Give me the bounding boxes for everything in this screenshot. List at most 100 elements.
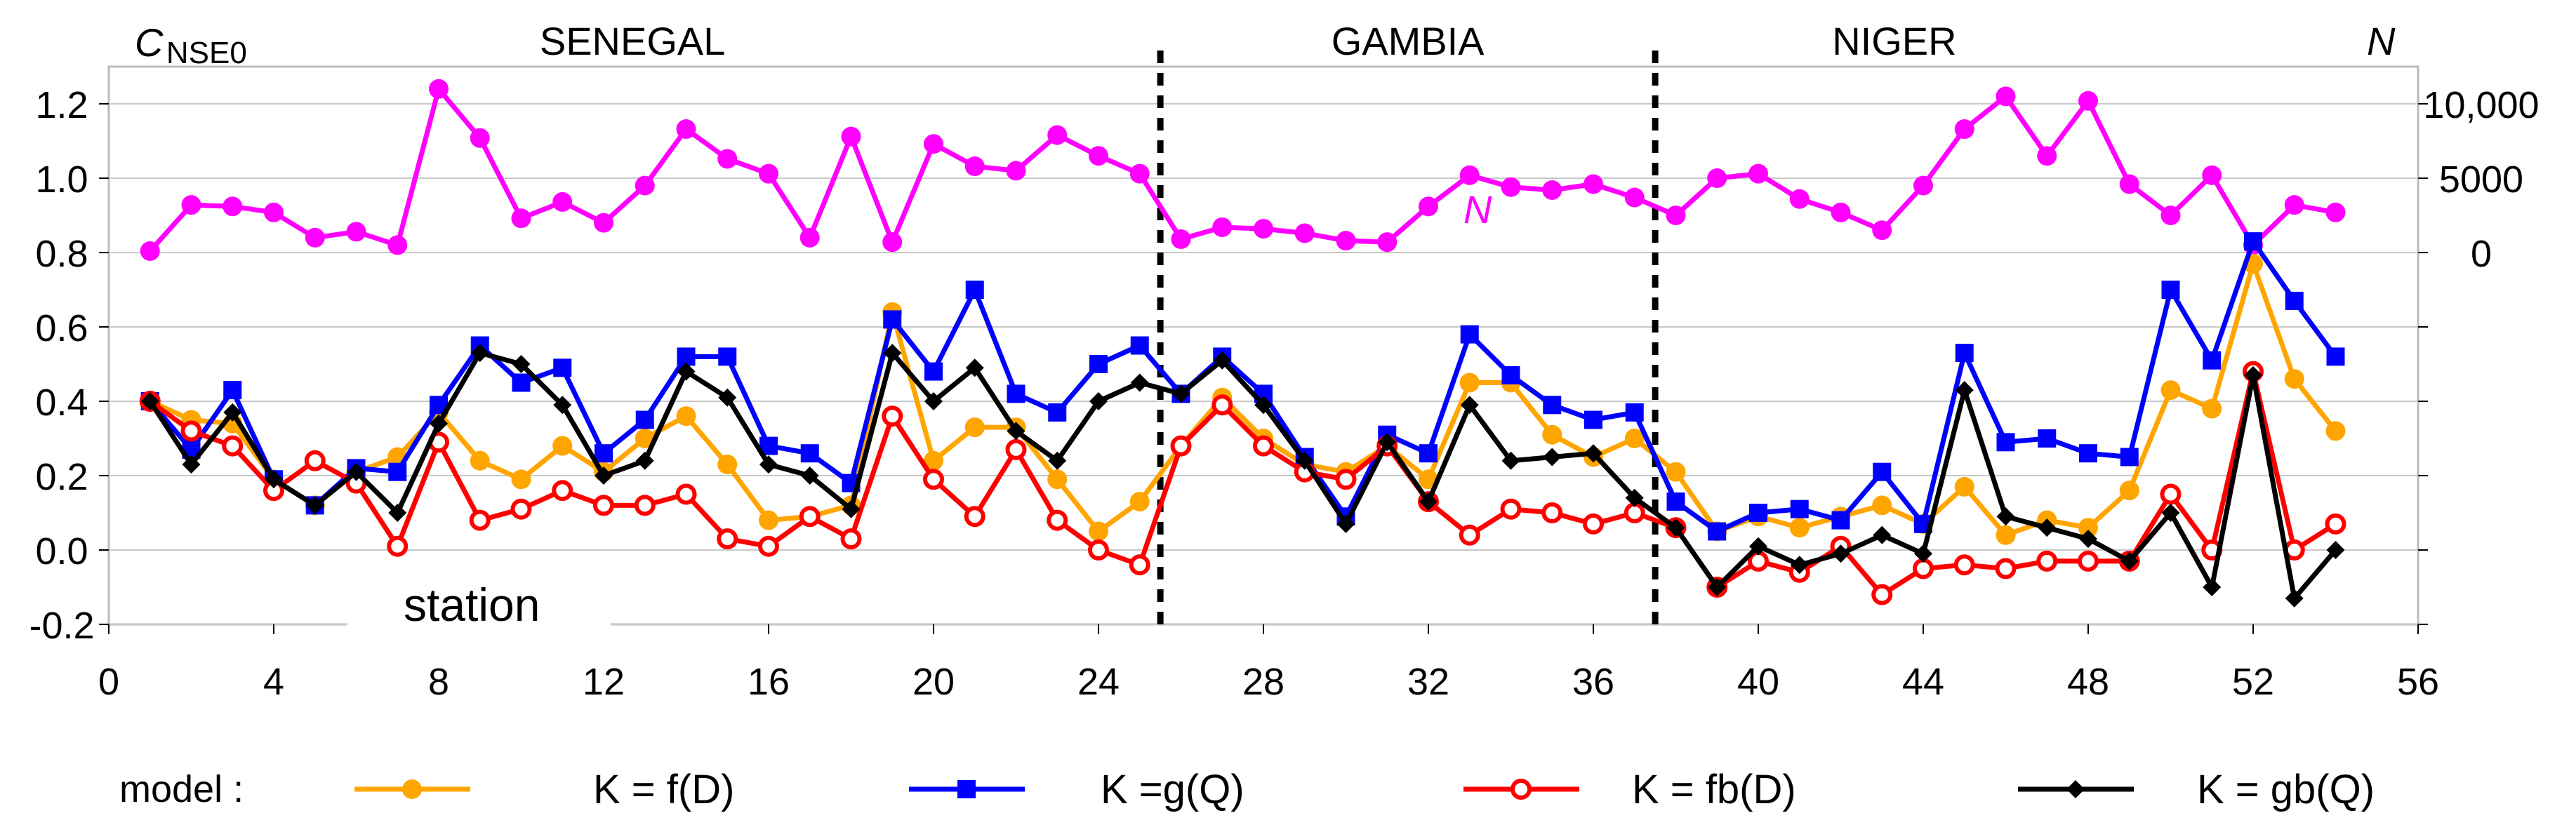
x-tick-label: 48 bbox=[2067, 661, 2109, 703]
data-point-k-g-q bbox=[1501, 365, 1520, 384]
x-tick-label: 20 bbox=[912, 661, 955, 703]
data-point-k-gb-q bbox=[800, 467, 819, 485]
x-tick-label: 16 bbox=[748, 661, 790, 703]
y-tick-label: 0.0 bbox=[35, 530, 88, 572]
data-point-k-g-q bbox=[883, 310, 902, 329]
data-point-k-fb-d bbox=[1211, 394, 1233, 416]
data-point-k-g-q bbox=[1584, 410, 1602, 429]
data-point-k-g-q bbox=[1048, 403, 1067, 422]
regions: SENEGAL GAMBIA NIGER bbox=[540, 19, 1957, 63]
data-point-k-g-q bbox=[595, 444, 613, 463]
data-point-k-gb-q bbox=[635, 451, 654, 470]
data-point-k-fb-d bbox=[1253, 435, 1274, 457]
data-point-k-f-d bbox=[2119, 481, 2139, 501]
data-point-k-g-q bbox=[1708, 522, 1727, 541]
y2-axis-label: N bbox=[2367, 19, 2396, 63]
data-point-n bbox=[1129, 163, 1150, 184]
series-group bbox=[139, 79, 2346, 608]
data-point-k-g-q bbox=[2161, 281, 2180, 299]
x-tick-label: 0 bbox=[98, 661, 119, 703]
data-point-k-gb-q bbox=[1007, 422, 1025, 441]
data-point-k-f-d bbox=[2160, 380, 2181, 401]
data-point-k-fb-d bbox=[634, 495, 656, 516]
data-point-k-fb-d bbox=[1335, 469, 1357, 490]
data-point-k-gb-q bbox=[430, 414, 448, 433]
x-tick-label: 36 bbox=[1572, 661, 1614, 703]
data-point-k-gb-q bbox=[2285, 589, 2304, 608]
data-point-k-gb-q bbox=[1625, 488, 1644, 507]
data-point-k-gb-q bbox=[265, 470, 283, 489]
data-point-k-g-q bbox=[1625, 403, 1644, 422]
data-point-k-g-q bbox=[965, 281, 984, 299]
data-point-k-gb-q bbox=[140, 392, 159, 410]
data-point-k-fb-d bbox=[1170, 435, 1192, 457]
data-point-k-gb-q bbox=[1336, 514, 1355, 533]
data-point-k-f-d bbox=[1089, 521, 1108, 542]
data-point-n bbox=[1459, 165, 1480, 185]
legend-label-k-fb-d: K = fb(D) bbox=[1632, 767, 1796, 812]
data-point-k-f-d bbox=[1872, 495, 1892, 516]
data-point-k-fb-d bbox=[1953, 554, 1975, 576]
data-point-n bbox=[717, 149, 738, 169]
data-point-k-g-q bbox=[718, 347, 737, 366]
data-point-k-fb-d bbox=[510, 498, 532, 520]
y-tick-label: -0.2 bbox=[29, 605, 94, 647]
data-point-k-gb-q bbox=[965, 358, 984, 377]
data-point-n bbox=[1789, 189, 1810, 209]
x-tick-label: 56 bbox=[2397, 661, 2439, 703]
data-point-k-f-d bbox=[1666, 462, 1686, 482]
data-point-k-g-q bbox=[2079, 444, 2097, 463]
data-point-k-f-d bbox=[552, 436, 573, 456]
data-point-k-f-d bbox=[1789, 518, 1810, 538]
data-point-n bbox=[181, 195, 201, 215]
data-point-k-f-d bbox=[1996, 525, 2016, 545]
data-point-k-fb-d bbox=[675, 483, 697, 505]
data-point-k-g-q bbox=[1460, 325, 1479, 344]
data-point-n bbox=[223, 196, 243, 217]
data-point-n bbox=[841, 126, 861, 147]
data-point-n bbox=[1336, 231, 1356, 251]
x-tick-label: 28 bbox=[1242, 661, 1284, 703]
data-point-k-gb-q bbox=[223, 403, 242, 422]
x-tick-label: 44 bbox=[1902, 661, 1944, 703]
data-point-k-f-d bbox=[1624, 429, 1645, 448]
data-point-n bbox=[1666, 206, 1686, 225]
data-point-k-f-d bbox=[1047, 469, 1068, 490]
data-point-k-fb-d bbox=[1129, 554, 1150, 576]
data-point-k-fb-d bbox=[387, 535, 409, 557]
legend-marker-k-f-d bbox=[402, 779, 422, 799]
data-point-k-f-d bbox=[717, 455, 738, 475]
data-point-n bbox=[635, 175, 655, 196]
y-axis-label-main: C bbox=[135, 20, 164, 65]
data-point-k-fb-d bbox=[304, 450, 326, 471]
data-point-k-fb-d bbox=[1583, 513, 1604, 535]
data-point-n bbox=[2037, 146, 2057, 166]
data-point-k-fb-d bbox=[552, 480, 573, 502]
data-point-k-gb-q bbox=[883, 344, 902, 363]
series-k-fb-d bbox=[139, 361, 2346, 605]
data-point-n bbox=[1831, 202, 1851, 222]
data-point-k-fb-d bbox=[2036, 550, 2058, 572]
data-point-k-g-q bbox=[1790, 499, 1809, 518]
data-point-k-gb-q bbox=[2038, 518, 2057, 537]
data-point-k-gb-q bbox=[1831, 544, 1850, 563]
data-point-k-gb-q bbox=[1378, 433, 1397, 452]
x-tick-label: 40 bbox=[1737, 661, 1779, 703]
data-point-k-g-q bbox=[800, 444, 819, 463]
data-point-k-g-q bbox=[2285, 291, 2304, 310]
data-point-k-gb-q bbox=[1955, 381, 1974, 400]
data-point-k-f-d bbox=[2325, 421, 2346, 441]
data-point-n bbox=[882, 232, 903, 253]
data-point-n bbox=[387, 235, 408, 255]
data-point-k-f-d bbox=[759, 510, 778, 530]
data-point-k-gb-q bbox=[2120, 551, 2139, 570]
data-point-k-gb-q bbox=[1089, 392, 1108, 410]
data-point-k-fb-d bbox=[964, 506, 985, 528]
data-point-k-gb-q bbox=[842, 499, 861, 518]
x-tick-label: 4 bbox=[263, 661, 284, 703]
data-point-k-gb-q bbox=[305, 496, 324, 515]
data-point-k-gb-q bbox=[182, 455, 201, 474]
data-point-k-g-q bbox=[512, 373, 531, 392]
